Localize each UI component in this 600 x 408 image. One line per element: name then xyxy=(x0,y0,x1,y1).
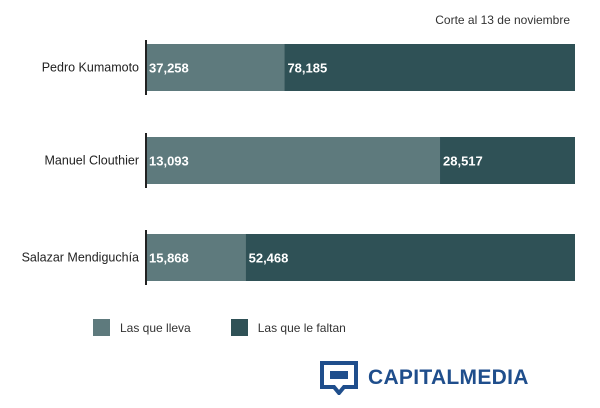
bar-faltan-2 xyxy=(440,137,575,184)
stacked-bar-chart: 37,258 78,185 Pedro Kumamoto 13,093 28,517 Ma… xyxy=(22,40,575,285)
legend-swatch-faltan xyxy=(230,319,248,336)
legend-item-faltan: Las que le faltan xyxy=(230,319,346,336)
bar-faltan-3 xyxy=(245,234,575,281)
category-label-3: Salazar Mendiguchía xyxy=(22,251,139,265)
bar-lleva-1 xyxy=(146,44,285,91)
data-label-lleva-1: 37,258 xyxy=(149,61,189,76)
category-label-2: Manuel Clouthier xyxy=(45,154,140,168)
data-label-faltan-1: 78,185 xyxy=(287,61,327,76)
legend-item-lleva: Las que lleva xyxy=(93,319,191,336)
data-label-lleva-3: 15,868 xyxy=(149,251,189,266)
data-label-lleva-2: 13,093 xyxy=(149,154,189,169)
speech-bubble-icon xyxy=(320,361,358,395)
data-label-faltan-3: 52,468 xyxy=(249,251,289,266)
bar-lleva-2 xyxy=(146,137,441,184)
legend: Las que lleva Las que le faltan xyxy=(93,319,386,336)
capitalmedia-logo: CAPITALMEDIA xyxy=(320,361,529,395)
bar-faltan-1 xyxy=(284,44,575,91)
legend-label-lleva: Las que lleva xyxy=(120,320,191,335)
cutoff-note: Corte al 13 de noviembre xyxy=(435,13,570,27)
category-label-1: Pedro Kumamoto xyxy=(42,61,139,75)
legend-label-faltan: Las que le faltan xyxy=(257,320,346,335)
data-label-faltan-2: 28,517 xyxy=(443,154,483,169)
logo-text: CAPITALMEDIA xyxy=(368,366,529,389)
legend-swatch-lleva xyxy=(93,319,110,336)
bar-lleva-3 xyxy=(146,234,246,281)
